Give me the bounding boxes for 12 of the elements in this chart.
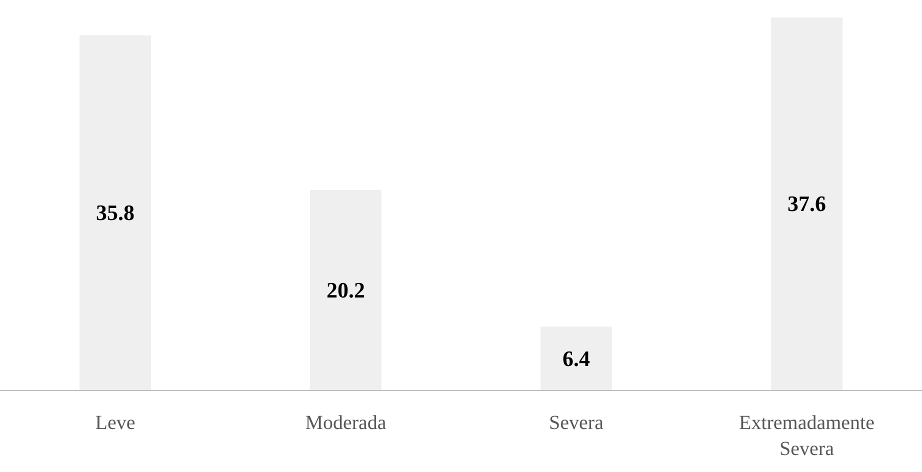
x-tick-label: Extremadamente Severa [739,412,875,460]
data-label: 6.4 [562,346,590,371]
data-label: 20.2 [326,277,365,302]
x-tick-label: Leve [95,412,136,434]
x-tick-label: Severa [549,412,604,434]
bar [771,17,842,390]
bar [310,190,382,390]
bar [540,326,612,390]
bar [80,35,151,390]
data-label: 37.6 [788,191,826,216]
data-label: 35.8 [96,200,134,226]
x-tick-label: Moderada [305,412,386,434]
